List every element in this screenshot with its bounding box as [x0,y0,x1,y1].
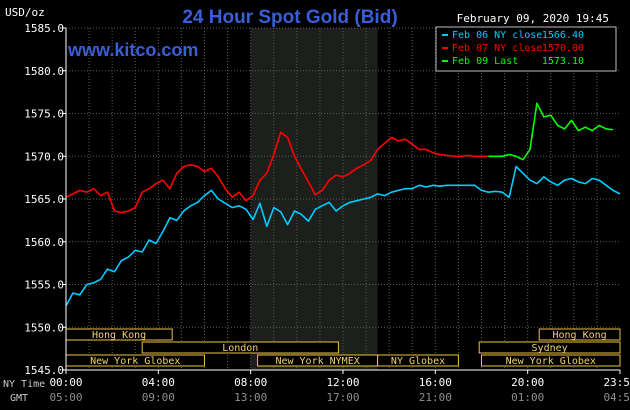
shaded-session-band [250,28,378,370]
session-label: Sydney [532,343,568,354]
y-tick-label: 1560.0 [24,236,64,249]
session-label: New York NYMEX [275,356,359,367]
session-label: Hong Kong [553,330,607,341]
x-tick-label-ny: 23:59 [603,376,630,389]
gmt-axis-label: GMT [10,393,28,404]
axes: 1585.0 1580.0 1575.0 1570.0 1565.0 1560.0 1555… [24,22,630,404]
ny-time-axis-label: NY Time [3,379,45,390]
session-bar [141,341,339,354]
session-label: Hong Kong [92,330,146,341]
watermark-url: www.kitco.com [67,40,198,60]
y-tick-label: 1555.0 [24,279,64,292]
y-tick-label: 1585.0 [24,22,64,35]
session-bar [481,354,621,367]
legend-label: Feb 07 NY close [452,43,542,54]
x-tick-label-ny: 04:00 [142,376,175,389]
session-label: London [222,343,258,354]
legend-value: 1573.10 [542,56,584,67]
legend-value: 1566.40 [542,30,584,41]
legend-label: Feb 09 Last [452,56,518,67]
y-tick-label: 1545.0 [24,364,64,377]
session-bar [538,328,621,341]
x-tick-label-gmt: 09:00 [142,391,175,404]
y-tick-label: 1580.0 [24,65,64,78]
x-tick-label-ny: 16:00 [419,376,452,389]
x-tick-label-ny: 12:00 [326,376,359,389]
series-line [488,102,614,161]
price-series [65,102,621,307]
session-label: New York Globex [506,356,596,367]
trading-sessions: Hong Kong Hong Kong London Sydney New York G… [65,328,621,367]
x-tick-label-gmt: 05:00 [49,391,82,404]
series-line [65,165,621,307]
x-tick-label-gmt: 13:00 [234,391,267,404]
x-tick-label-gmt: 17:00 [326,391,359,404]
y-axis-unit: USD/oz [5,6,45,19]
x-tick-label-ny: 20:00 [511,376,544,389]
plot-area [66,27,620,371]
legend-box [435,26,617,72]
series-line [65,131,489,214]
session-label: New York Globex [90,356,180,367]
x-tick-label-ny: 08:00 [234,376,267,389]
chart-title: 24 Hour Spot Gold (Bid) [182,7,397,28]
x-tick-label-gmt: 04:59 [603,391,630,404]
y-tick-label: 1575.0 [24,108,64,121]
legend-label: Feb 06 NY close [452,30,542,41]
session-bar [478,341,621,354]
x-tick-label-gmt: 21:00 [419,391,452,404]
session-bar [377,354,459,367]
y-tick-label: 1565.0 [24,193,64,206]
legend-value: 1570.00 [542,43,584,54]
y-tick-label: 1550.0 [24,321,64,334]
date-stamp: February 09, 2020 19:45 [457,12,609,25]
x-tick-label-gmt: 01:00 [511,391,544,404]
session-label: NY Globex [391,356,445,367]
x-tick-label-ny: 00:00 [49,376,82,389]
y-tick-label: 1570.0 [24,150,64,163]
